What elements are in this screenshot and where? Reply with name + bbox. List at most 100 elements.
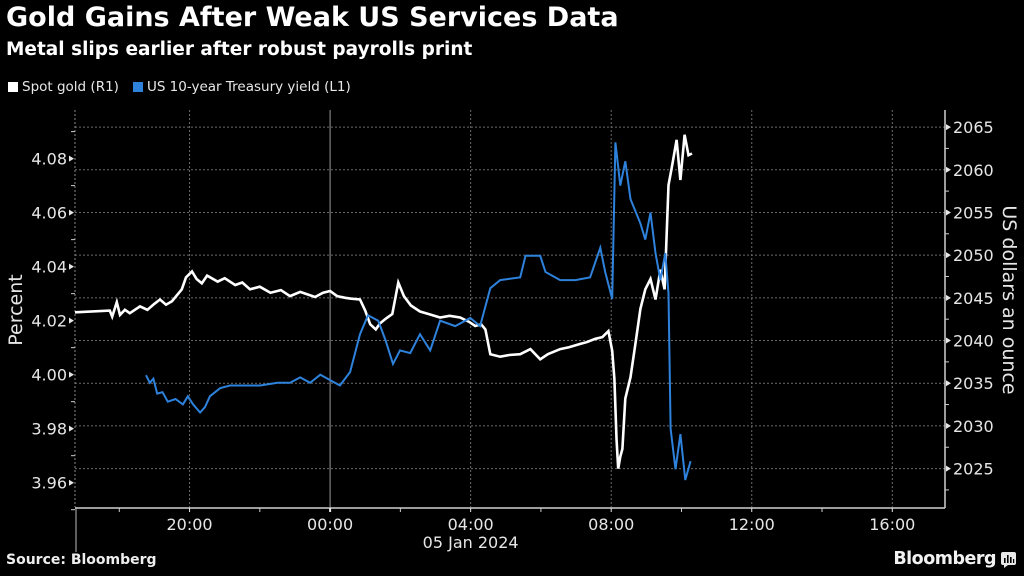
- x-tick-label: 16:00: [869, 515, 915, 534]
- gold-point: [249, 289, 250, 290]
- gold-point: [201, 283, 202, 284]
- yield-point: [367, 315, 368, 316]
- yield-point: [209, 396, 210, 397]
- yield-point: [410, 353, 411, 354]
- legend-item-gold: Spot gold (R1): [8, 79, 119, 95]
- gold-point: [139, 306, 140, 307]
- gold-point: [460, 317, 461, 318]
- legend-swatch-yield: [132, 82, 143, 92]
- yield-point: [359, 334, 360, 335]
- gold-point: [520, 354, 521, 355]
- chart-title: Gold Gains After Weak US Services Data: [6, 2, 619, 33]
- gold-point: [449, 315, 450, 316]
- gold-point: [635, 343, 636, 344]
- yield-point: [419, 334, 420, 335]
- gold-point: [314, 296, 315, 297]
- gold-point: [217, 281, 218, 282]
- gold-point: [608, 331, 609, 332]
- yield-point: [440, 320, 441, 321]
- gold-point: [345, 297, 346, 298]
- gold-point: [509, 354, 510, 355]
- gold-point: [614, 378, 615, 379]
- gold-point: [684, 134, 685, 135]
- gold-point: [112, 316, 113, 317]
- yield-point: [525, 255, 526, 256]
- yield-point: [350, 371, 351, 372]
- yield-point: [605, 271, 606, 272]
- legend: Spot gold (R1) US 10-year Treasury yield…: [8, 79, 351, 95]
- bloomberg-chart-icon: [1001, 552, 1016, 568]
- gold-point: [560, 349, 561, 350]
- gold-point: [622, 448, 623, 449]
- yield-point: [392, 363, 393, 364]
- gold-point: [224, 278, 225, 279]
- gold-point: [191, 271, 192, 272]
- y-right-tick: [946, 124, 951, 131]
- yield-point: [187, 396, 188, 397]
- y-left-tick-label: 3.98: [31, 420, 67, 439]
- gold-point: [630, 377, 631, 378]
- yield-point: [655, 253, 656, 254]
- yield-point: [500, 280, 501, 281]
- y-right-tick-label: 2055: [953, 203, 994, 222]
- gold-point: [530, 349, 531, 350]
- gold-point: [485, 329, 486, 330]
- yield-point: [300, 377, 301, 378]
- gold-point: [664, 289, 665, 290]
- yield-point: [675, 469, 676, 470]
- yield-point: [378, 320, 379, 321]
- gold-point: [676, 139, 677, 140]
- y-right-tick: [946, 337, 951, 344]
- y-left-tick-label: 4.02: [31, 312, 67, 331]
- gold-point: [602, 337, 603, 338]
- gold-point: [650, 278, 651, 279]
- y-right-tick: [946, 252, 951, 259]
- gold-point: [323, 292, 324, 293]
- y-right-tick-label: 2060: [953, 161, 994, 180]
- chart-subtitle: Metal slips earlier after robust payroll…: [6, 39, 473, 60]
- y-left-tick: [69, 371, 74, 378]
- gold-point: [370, 324, 371, 325]
- yield-point: [200, 412, 201, 413]
- yield-point: [665, 253, 666, 254]
- y-right-tick: [946, 465, 951, 472]
- y-right-tick-label: 2035: [953, 374, 994, 393]
- y-left-tick-label: 4.08: [31, 150, 67, 169]
- yield-point: [690, 461, 691, 462]
- yield-point: [153, 378, 154, 379]
- yield-point: [385, 339, 386, 340]
- gold-point: [580, 343, 581, 344]
- yield-point: [157, 393, 158, 394]
- y-right-tick: [946, 380, 951, 387]
- axes: [69, 110, 951, 552]
- series-line-treasury-yield: [145, 142, 692, 481]
- yield-point: [575, 280, 576, 281]
- x-tick-label: 08:00: [588, 515, 634, 534]
- gold-point: [386, 318, 387, 319]
- y-right-tick-label: 2050: [953, 246, 994, 265]
- bloomberg-logo: Bloomberg: [893, 549, 996, 569]
- yield-point: [520, 277, 521, 278]
- y-right-tick: [946, 294, 951, 301]
- gold-point: [235, 284, 236, 285]
- y-left-tick: [69, 263, 74, 270]
- gold-point: [351, 298, 352, 299]
- y-right-tick: [946, 166, 951, 173]
- yield-point: [399, 350, 400, 351]
- gold-point: [668, 185, 669, 186]
- gold-point: [154, 303, 155, 304]
- gold-point: [595, 338, 596, 339]
- y-left-tick-label: 3.96: [31, 474, 67, 493]
- gold-point: [242, 282, 243, 283]
- gold-point: [259, 286, 260, 287]
- yield-point: [612, 298, 613, 299]
- yield-point: [220, 388, 221, 389]
- gold-point: [289, 296, 290, 297]
- gold-point: [428, 313, 429, 314]
- gold-point: [568, 347, 569, 348]
- gold-point: [330, 290, 331, 291]
- y-axis-right-title: US dollars an ounce: [998, 205, 1020, 394]
- legend-label-gold: Spot gold (R1): [22, 79, 119, 95]
- yield-point: [455, 326, 456, 327]
- series-layer: [74, 134, 693, 481]
